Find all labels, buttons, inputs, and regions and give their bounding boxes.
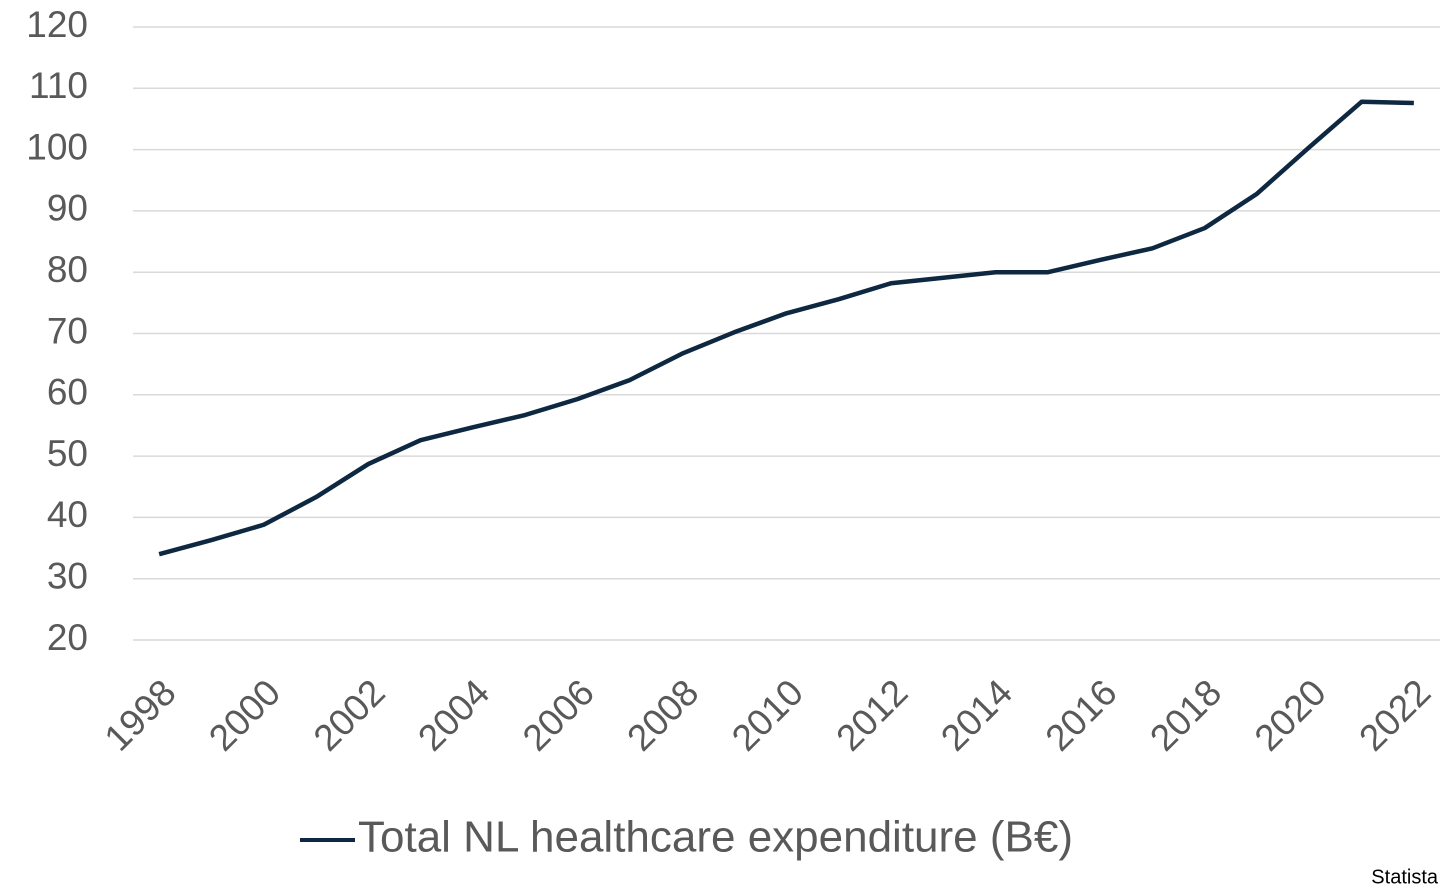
x-tick-label: 2006 <box>515 672 602 759</box>
y-tick-label: 80 <box>47 249 88 290</box>
x-tick-label: 2000 <box>201 672 288 759</box>
x-tick-label: 2008 <box>619 672 706 759</box>
x-tick-label: 2014 <box>933 672 1020 759</box>
x-tick-label: 2010 <box>724 672 811 759</box>
y-tick-label: 30 <box>47 555 88 596</box>
y-tick-label: 90 <box>47 188 88 229</box>
x-tick-label: 2016 <box>1038 672 1125 759</box>
y-tick-label: 40 <box>47 494 88 535</box>
x-tick-label: 1998 <box>97 672 184 759</box>
x-tick-label: 2022 <box>1351 672 1438 759</box>
legend-label: Total NL healthcare expenditure (B€) <box>358 813 1073 862</box>
y-tick-label: 20 <box>47 617 88 658</box>
x-tick-label: 2012 <box>828 672 915 759</box>
series-line <box>158 99 1414 557</box>
y-tick-label: 120 <box>26 4 88 45</box>
y-tick-label: 70 <box>47 310 88 351</box>
x-tick-label: 2002 <box>306 672 393 759</box>
y-tick-label: 50 <box>47 433 88 474</box>
x-tick-label: 2018 <box>1142 672 1229 759</box>
x-tick-label: 2020 <box>1247 672 1334 759</box>
y-tick-label: 110 <box>29 65 88 106</box>
y-tick-label: 60 <box>47 372 88 413</box>
x-tick-label: 2004 <box>410 672 497 759</box>
y-tick-label: 100 <box>26 126 88 167</box>
source: Statista <box>1371 866 1439 888</box>
